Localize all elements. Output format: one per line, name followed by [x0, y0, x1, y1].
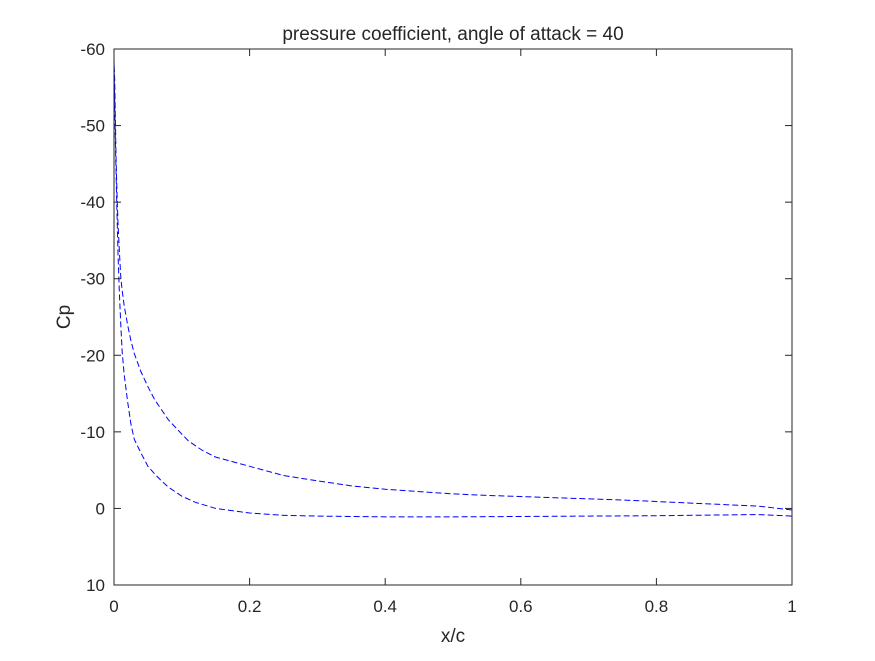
x-tick-label: 0.8	[645, 597, 669, 616]
x-tick-label: 0.6	[509, 597, 533, 616]
x-tick-label: 0	[109, 597, 118, 616]
y-tick-label: 10	[86, 576, 105, 595]
x-tick-label: 0.4	[373, 597, 397, 616]
cp-series-line-2	[113, 60, 793, 518]
y-tick-label: -10	[80, 423, 105, 442]
series-layer	[113, 60, 793, 518]
plot-area-frame	[113, 48, 793, 586]
y-tick-label: -30	[80, 270, 105, 289]
y-tick-label: -20	[80, 346, 105, 365]
y-tick-label: -60	[80, 40, 105, 59]
x-axis-label: x/c	[441, 626, 465, 647]
y-tick-label: -50	[80, 117, 105, 136]
x-tick-label: 0.2	[238, 597, 262, 616]
y-axis-ticks: -60 -50 -40 -30 -20 -10 0 10	[80, 40, 792, 595]
plot-area-background	[114, 49, 792, 585]
chart-title: pressure coefficient, angle of attack = …	[282, 24, 623, 45]
y-tick-label: 0	[96, 499, 105, 518]
x-tick-label: 1	[787, 597, 796, 616]
y-tick-label: -40	[80, 193, 105, 212]
x-axis-ticks: 0 0.2 0.4 0.6 0.8 1	[109, 49, 797, 616]
y-axis-label: Cp	[54, 305, 75, 329]
